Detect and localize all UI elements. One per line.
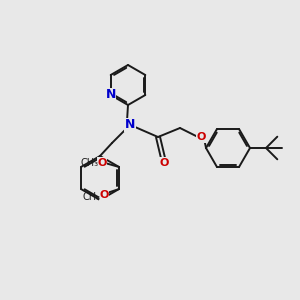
Text: O: O — [159, 158, 169, 168]
Text: CH₃: CH₃ — [81, 158, 99, 168]
Text: CH₃: CH₃ — [83, 192, 101, 202]
Text: N: N — [106, 88, 116, 101]
Text: N: N — [125, 118, 135, 131]
Text: O: O — [98, 158, 107, 168]
Text: O: O — [99, 190, 109, 200]
Text: O: O — [196, 132, 206, 142]
